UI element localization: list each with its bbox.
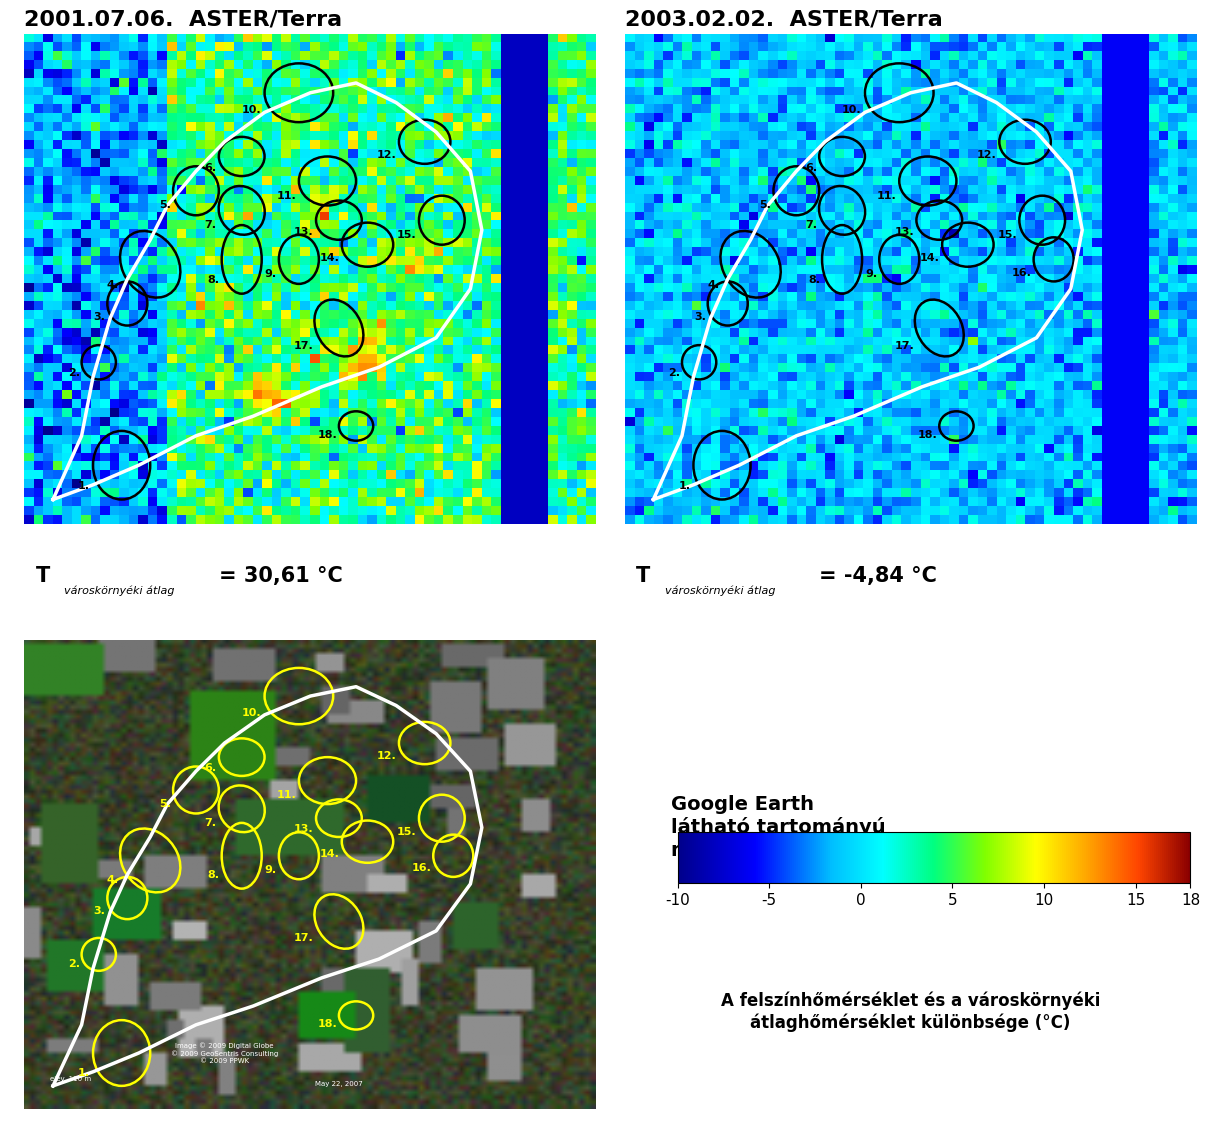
Text: Google Earth
látható tartományú
műholdkép: Google Earth látható tartományú műholdké…: [670, 795, 885, 860]
Text: A felszínhőmérséklet és a városkörnyéki
átlaghőmérséklet különbsége (°C): A felszínhőmérséklet és a városkörnyéki …: [720, 992, 1100, 1032]
Text: 17.: 17.: [294, 341, 314, 351]
Text: 13.: 13.: [294, 824, 314, 834]
Text: 4.: 4.: [106, 280, 118, 290]
Text: T: T: [636, 566, 651, 585]
Text: 5.: 5.: [759, 200, 772, 211]
Text: 2.: 2.: [68, 959, 79, 969]
Text: 5.: 5.: [159, 799, 171, 809]
Text: városkörnyéki átlag: városkörnyéki átlag: [664, 585, 775, 597]
Text: városkörnyéki átlag: városkörnyéki átlag: [65, 585, 175, 597]
Text: 18.: 18.: [918, 430, 938, 440]
Text: 8.: 8.: [808, 275, 821, 285]
Text: 17.: 17.: [894, 341, 915, 351]
Text: 16.: 16.: [1012, 267, 1032, 277]
Text: 13.: 13.: [294, 226, 314, 237]
Text: 12.: 12.: [376, 751, 397, 761]
Text: = -4,84 °C: = -4,84 °C: [819, 566, 937, 585]
Text: 1.: 1.: [679, 481, 691, 491]
Text: = 30,61 °C: = 30,61 °C: [219, 566, 343, 585]
Text: 18.: 18.: [317, 1019, 337, 1029]
Text: 7.: 7.: [205, 818, 216, 827]
Text: 13.: 13.: [895, 226, 915, 237]
Text: 7.: 7.: [205, 220, 216, 230]
Text: 3.: 3.: [94, 906, 105, 916]
Text: 9.: 9.: [265, 865, 277, 875]
Text: 14.: 14.: [320, 849, 339, 859]
Text: 5.: 5.: [159, 200, 171, 211]
Text: 9.: 9.: [265, 269, 277, 280]
Text: 2.: 2.: [68, 368, 79, 378]
Text: 15.: 15.: [397, 827, 416, 838]
Text: 11.: 11.: [877, 190, 896, 200]
Text: 14.: 14.: [320, 252, 339, 263]
Text: 10.: 10.: [842, 105, 862, 115]
Text: 8.: 8.: [208, 275, 220, 285]
Text: 6.: 6.: [805, 163, 817, 173]
Text: 16.: 16.: [411, 864, 431, 874]
Text: 3.: 3.: [694, 311, 706, 321]
Text: 2003.02.02.  ASTER/Terra: 2003.02.02. ASTER/Terra: [625, 10, 943, 29]
Text: 9.: 9.: [866, 269, 877, 280]
Text: 10.: 10.: [242, 105, 261, 115]
Text: 4.: 4.: [106, 875, 118, 885]
Text: 7.: 7.: [805, 220, 817, 230]
Text: elev. 110 m: elev. 110 m: [50, 1077, 90, 1082]
Text: 2001.07.06.  ASTER/Terra: 2001.07.06. ASTER/Terra: [24, 10, 343, 29]
Text: May 22, 2007: May 22, 2007: [315, 1081, 363, 1087]
Text: 18.: 18.: [317, 430, 337, 440]
Text: 3.: 3.: [94, 311, 105, 321]
Text: 14.: 14.: [919, 252, 940, 263]
Text: Image © 2009 Digital Globe
© 2009 GeoSentris Consulting
© 2009 PPWK: Image © 2009 Digital Globe © 2009 GeoSen…: [171, 1043, 278, 1064]
Text: 15.: 15.: [998, 230, 1017, 240]
Text: 6.: 6.: [204, 163, 216, 173]
Text: T: T: [35, 566, 50, 585]
Text: 8.: 8.: [208, 871, 220, 881]
Text: 15.: 15.: [397, 230, 416, 240]
Text: 12.: 12.: [376, 151, 397, 160]
Text: 11.: 11.: [276, 790, 295, 799]
Text: 2.: 2.: [668, 368, 680, 378]
Text: 1.: 1.: [78, 1067, 90, 1078]
Text: 4.: 4.: [707, 280, 719, 290]
Text: 11.: 11.: [276, 190, 295, 200]
Text: 6.: 6.: [204, 763, 216, 773]
Text: 10.: 10.: [242, 708, 261, 718]
Text: 1.: 1.: [78, 481, 90, 491]
Text: 17.: 17.: [294, 934, 314, 943]
Text: 12.: 12.: [977, 151, 996, 160]
